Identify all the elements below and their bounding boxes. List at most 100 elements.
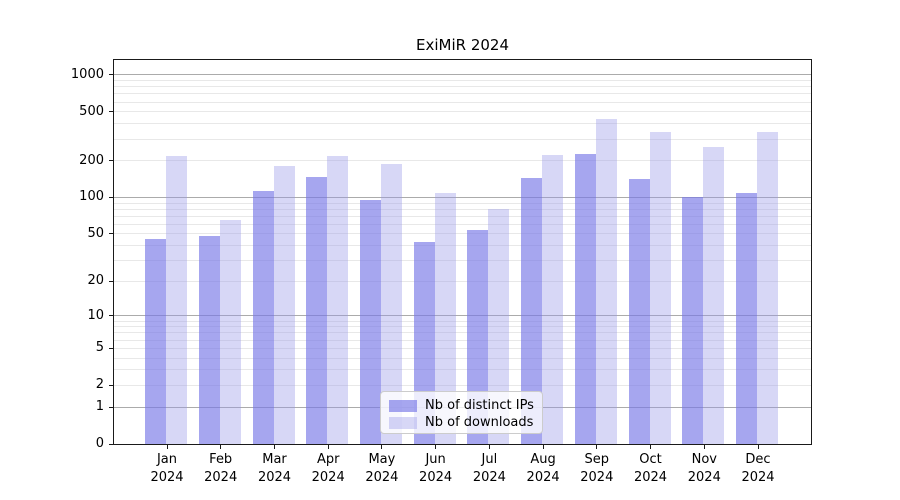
x-tick-jan xyxy=(166,445,168,449)
y-tick-label-1000: 1000 xyxy=(70,66,104,82)
x-tick-month: Jun xyxy=(425,452,446,467)
gridline-minor-800 xyxy=(114,86,811,88)
x-tick-label-dec: Dec 2024 xyxy=(726,451,790,487)
gridline-minor-40 xyxy=(114,245,811,247)
gridline-minor-3 xyxy=(114,369,811,371)
bar-distinct-ips-aug xyxy=(521,177,543,444)
x-tick-year: 2024 xyxy=(257,470,292,485)
bar-downloads-jan xyxy=(166,155,187,444)
gridline-minor-700 xyxy=(114,93,811,95)
y-tick-label-200: 200 xyxy=(79,152,104,168)
x-tick-label-aug: Aug 2024 xyxy=(511,451,575,487)
gridline-minor-20 xyxy=(114,280,811,282)
x-tick-month: Aug xyxy=(530,452,556,467)
gridline-major-10 xyxy=(114,315,811,317)
x-tick-label-mar: Mar 2024 xyxy=(243,451,307,487)
bar-distinct-ips-oct xyxy=(628,178,650,444)
bar-downloads-aug xyxy=(542,154,564,444)
y-tick-10 xyxy=(109,315,113,317)
x-tick-year: 2024 xyxy=(741,470,775,485)
bar-downloads-oct xyxy=(649,131,671,444)
y-tick-500 xyxy=(109,111,113,113)
gridline-minor-4 xyxy=(114,357,811,359)
x-tick-year: 2024 xyxy=(633,470,668,485)
x-tick-year: 2024 xyxy=(150,470,184,485)
x-tick-month: Jul xyxy=(481,452,498,467)
x-tick-year: 2024 xyxy=(204,470,238,485)
x-tick-month: Mar xyxy=(262,452,287,467)
x-tick-month: Jan xyxy=(156,452,178,467)
bar-downloads-jul xyxy=(488,208,510,444)
gridline-minor-6 xyxy=(114,339,811,341)
gridline-major-100 xyxy=(114,196,811,198)
x-tick-year: 2024 xyxy=(365,470,399,485)
x-tick-year: 2024 xyxy=(472,470,506,485)
chart-title: ExiMiR 2024 xyxy=(416,36,509,54)
y-tick-label-0: 0 xyxy=(95,436,104,451)
bar-downloads-feb xyxy=(219,220,241,444)
gridline-minor-9 xyxy=(114,320,811,322)
bar-distinct-ips-jan xyxy=(145,239,166,444)
x-tick-month: Oct xyxy=(639,452,662,467)
legend-swatch-distinct-ips xyxy=(389,399,417,412)
bar-downloads-apr xyxy=(327,155,349,444)
bar-distinct-ips-jul xyxy=(467,229,489,444)
y-tick-label-500: 500 xyxy=(79,103,104,119)
x-tick-mar xyxy=(274,445,275,449)
x-tick-nov xyxy=(703,445,705,449)
x-tick-month: May xyxy=(368,452,396,467)
x-tick-label-sep: Sep 2024 xyxy=(565,451,629,487)
x-tick-jul xyxy=(488,445,490,449)
y-tick-20 xyxy=(109,280,113,282)
y-tick-2 xyxy=(109,384,113,386)
y-tick-0 xyxy=(109,443,113,445)
x-tick-month: Feb xyxy=(209,452,233,467)
legend: Nb of distinct IPs Nb of downloads xyxy=(380,391,543,434)
gridline-minor-600 xyxy=(114,101,811,103)
x-tick-oct xyxy=(650,445,651,449)
x-tick-label-may: May 2024 xyxy=(350,451,414,487)
x-tick-label-jun: Jun 2024 xyxy=(404,451,468,487)
x-tick-feb xyxy=(220,445,222,449)
x-tick-label-oct: Oct 2024 xyxy=(619,451,683,487)
bar-distinct-ips-nov xyxy=(682,197,704,444)
bar-distinct-ips-may xyxy=(359,199,381,444)
bar-downloads-mar xyxy=(273,165,295,444)
gridline-minor-30 xyxy=(114,260,811,261)
bar-distinct-ips-mar xyxy=(252,191,274,444)
x-tick-may xyxy=(381,445,383,449)
gridline-minor-900 xyxy=(114,79,811,81)
y-tick-label-10: 10 xyxy=(87,307,104,323)
y-tick-label-5: 5 xyxy=(95,340,104,356)
x-tick-year: 2024 xyxy=(419,470,453,485)
y-tick-label-50: 50 xyxy=(87,225,104,241)
legend-swatch-downloads xyxy=(389,416,417,429)
gridline-minor-8 xyxy=(114,326,811,328)
gridline-minor-80 xyxy=(114,208,811,210)
x-tick-label-jan: Jan 2024 xyxy=(135,451,199,487)
x-tick-aug xyxy=(542,445,544,449)
bar-downloads-dec xyxy=(757,131,778,444)
legend-label-downloads: Nb of downloads xyxy=(425,415,534,430)
bar-downloads-jun xyxy=(434,193,456,444)
x-tick-month: Nov xyxy=(691,452,717,467)
x-tick-sep xyxy=(596,445,598,449)
y-tick-1 xyxy=(109,406,113,408)
gridline-minor-500 xyxy=(114,111,811,113)
x-tick-dec xyxy=(757,445,759,449)
gridline-minor-400 xyxy=(114,123,811,125)
y-tick-label-20: 20 xyxy=(87,273,104,289)
gridline-minor-300 xyxy=(114,138,811,140)
gridline-minor-50 xyxy=(114,233,811,235)
bar-downloads-sep xyxy=(595,119,617,444)
y-tick-label-1: 1 xyxy=(95,399,104,414)
bar-distinct-ips-feb xyxy=(198,236,220,444)
x-tick-apr xyxy=(327,445,329,449)
x-tick-year: 2024 xyxy=(580,470,614,485)
y-tick-1000 xyxy=(109,74,113,76)
x-tick-jun xyxy=(435,445,437,449)
x-tick-year: 2024 xyxy=(687,470,721,485)
bar-distinct-ips-sep xyxy=(574,154,596,444)
x-tick-label-apr: Apr 2024 xyxy=(296,451,360,487)
